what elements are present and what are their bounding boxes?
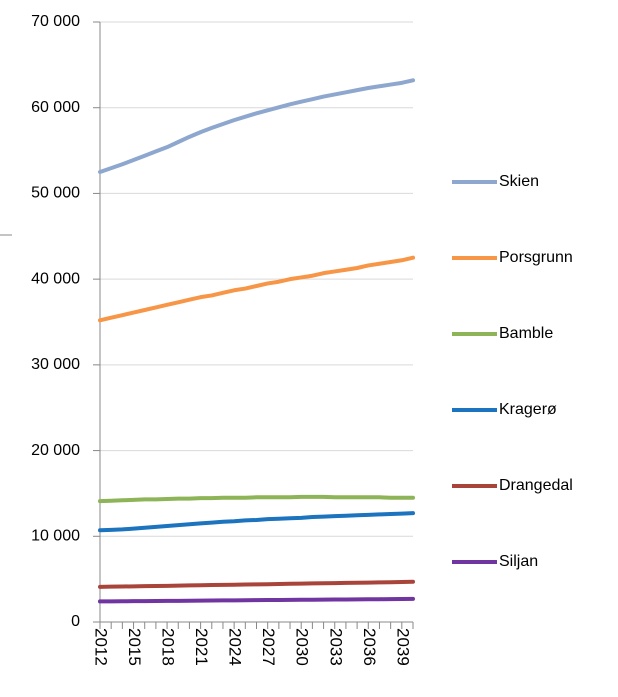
x-tick-label: 2027 [259,628,278,666]
series-line [98,579,415,589]
x-tick-label: 2021 [192,628,211,666]
y-tick-label: 40 000 [31,270,80,287]
x-tick-label: 2012 [92,628,111,666]
x-tick-label: 2015 [125,628,144,666]
x-tick-label: 2033 [326,628,345,666]
y-tick-label: 0 [71,613,80,630]
y-tick-label: 60 000 [31,99,80,116]
legend-label: Skien [499,173,539,190]
series-line [98,596,415,604]
legend-label: Bamble [499,325,553,342]
y-tick-label: 10 000 [31,528,80,545]
series-line [98,255,415,323]
series-line [98,494,415,504]
x-tick-label: 2018 [159,628,178,666]
y-tick-label: 20 000 [31,442,80,459]
legend-label: Kragerø [499,401,557,418]
series-line [98,78,415,174]
legend-label: Siljan [499,553,538,570]
x-tick-label: 2030 [293,628,312,666]
y-tick-label: 30 000 [31,356,80,373]
series-line [98,511,415,533]
x-tick-label: 2024 [226,628,245,666]
x-tick-label: 2039 [393,628,412,666]
legend-label: Porsgrunn [499,249,573,266]
legend-label: Drangedal [499,477,573,494]
y-tick-label: 70 000 [31,13,80,30]
y-tick-label: 50 000 [31,185,80,202]
x-tick-label: 2036 [360,628,379,666]
